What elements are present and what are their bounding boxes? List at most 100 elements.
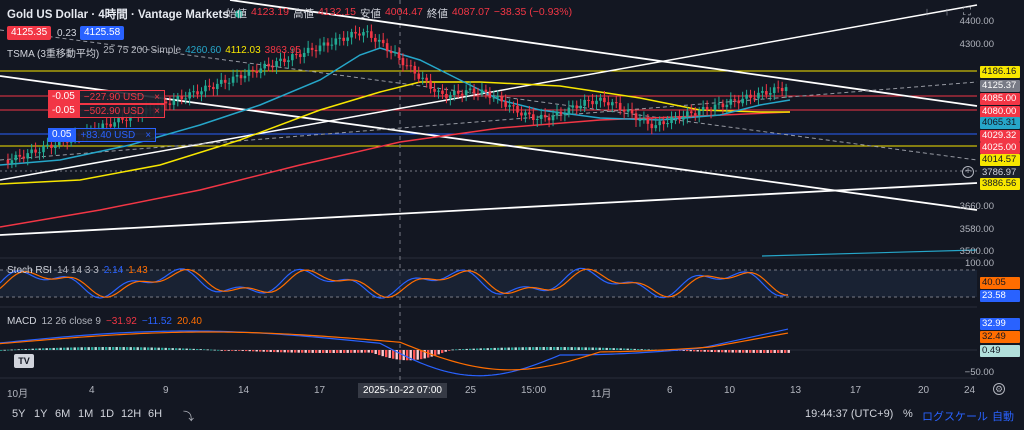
macd-histogram-bar [493,347,496,350]
macd-histogram-bar [689,350,692,352]
candle-body [10,160,14,164]
range-1y-button[interactable]: 1Y [34,408,48,420]
macd-histogram-bar [763,350,766,353]
position-pnl: −502.90 USD [83,106,145,117]
macd-histogram-bar [143,347,146,350]
macd-histogram-bar [7,349,10,351]
arrow-up-icon[interactable]: ↑ [944,6,950,18]
candle-body [101,123,105,130]
buy-button[interactable]: 4125.58 [80,26,125,40]
macd-histogram-bar [332,350,335,353]
macd-axis-label: −50.00 [964,367,994,378]
candle-body [271,66,274,68]
macd-histogram-bar [178,348,181,350]
settings-gear-icon[interactable]: ⚙ [993,383,1005,395]
candle-body [547,117,551,121]
candle-body [579,105,582,109]
date-range-icon[interactable]: ⤵ [183,411,194,423]
time-axis-label: 11月 [591,389,612,400]
time-axis-label: 10 [724,385,736,396]
macd-histogram-bar [70,347,73,350]
macd-histogram-bar [210,349,213,351]
candle-body [385,43,389,52]
range-5y-button[interactable]: 5Y [12,408,26,420]
position-tag-1[interactable]: -0.05 −227.90 USD × [48,90,165,104]
candle-body [472,88,476,94]
range-6m-button[interactable]: 6M [55,408,71,420]
macd-histogram-bar [280,350,283,353]
macd-tag: 32.49 [980,331,1020,343]
range-1d-button[interactable]: 1D [100,408,115,420]
tradingview-logo-icon[interactable]: TV [14,354,34,368]
candle-body [769,93,772,95]
macd-histogram-bar [199,349,202,350]
position-tag-2[interactable]: -0.05 −502.90 USD × [48,104,165,118]
clock-display[interactable]: 19:44:37 (UTC+9) [805,408,894,420]
macd-histogram-bar [738,350,741,353]
macd-histogram-bar [539,347,542,350]
candle-body [425,77,428,81]
candle-body [42,146,45,153]
tsma-fast-value: 4260.60 [185,45,222,56]
range-12h-button[interactable]: 12H [121,408,142,420]
candle-body [338,37,342,39]
macd-histogram-bar [469,348,472,350]
arrow-down-icon[interactable]: ↓ [924,6,930,18]
macd-histogram-bar [203,349,206,351]
candle-body [212,86,215,90]
macd-histogram-bar [542,347,545,350]
candle-body [377,39,381,42]
log-scale-button[interactable]: ログスケール [922,411,988,423]
macd-histogram-bar [619,348,622,350]
macd-histogram-bar [98,347,101,350]
macd-histogram-bar [633,348,636,350]
macd-legend[interactable]: MACD 12 26 close 9 −31.92 −11.52 20.40 [7,316,202,327]
price-tag: 4186.16 [980,66,1020,78]
symbol-header[interactable]: Gold US Dollar · 4時間 · Vantage Markets [7,6,243,22]
candle-body [449,95,452,99]
macd-histogram-bar [133,347,136,350]
stoch-legend[interactable]: Stoch RSI 14 14 3 3 2.14 1.43 [7,265,148,276]
candle-body [749,94,752,98]
add-alert-icon[interactable]: + [962,166,974,178]
macd-histogram-bar [91,347,94,350]
candle-body [595,100,598,105]
macd-histogram-bar [140,347,143,350]
symbol-title[interactable]: Gold US Dollar · 4時間 · Vantage Markets [7,9,229,21]
close-position-icon[interactable]: × [154,92,160,103]
candle-body [389,51,393,54]
sell-button[interactable]: 4125.35 [7,26,52,40]
macd-histogram-bar [329,350,332,353]
candle-body [370,31,373,38]
candle-body [654,125,658,129]
fullscreen-icon[interactable]: ⛶ [963,6,971,18]
macd-histogram-bar [479,348,482,350]
candle-body [453,90,456,96]
range-6h-button[interactable]: 6H [148,408,163,420]
cyan-trendline [761,249,978,257]
macd-histogram-bar [336,350,339,353]
candle-body [658,121,661,126]
tsma-legend[interactable]: TSMA (3重移動平均) 25 75 200 Simple 4260.60 4… [7,45,301,60]
candle-body [405,65,409,67]
macd-histogram-bar [248,350,251,352]
candle-body [22,156,26,159]
close-position-icon[interactable]: × [145,130,152,141]
candle-body [397,52,401,59]
candle-body [421,77,424,79]
position-qty: 0.05 [48,128,76,142]
macd-histogram-bar [157,347,160,350]
position-tag-3[interactable]: 0.05 +83.40 USD × [48,128,157,142]
ohlc-high-label: 高値 [292,8,314,20]
macd-histogram-bar [147,347,150,350]
macd-histogram-bar [273,350,276,353]
macd-histogram-bar [115,347,118,350]
range-1m-button[interactable]: 1M [78,408,94,420]
close-position-icon[interactable]: × [154,106,160,117]
price-tag: 4014.57 [980,154,1020,166]
percent-scale-button[interactable]: % [903,408,913,420]
macd-histogram-bar [483,348,486,350]
auto-scale-button[interactable]: 自動 [992,411,1014,423]
macd-histogram-bar [220,350,223,351]
